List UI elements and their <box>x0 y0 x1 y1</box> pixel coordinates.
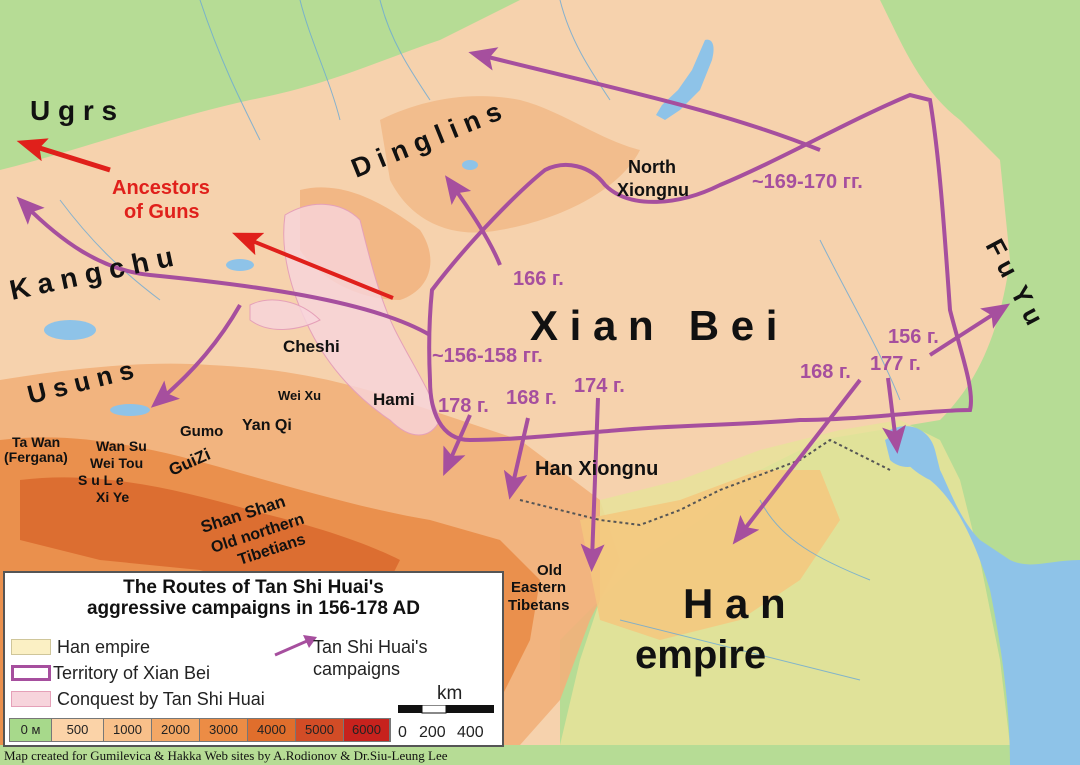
label-wei-tou: Wei Tou <box>90 455 143 471</box>
legend: The Routes of Tan Shi Huai's aggressive … <box>3 571 504 747</box>
label-ta-wan-2: (Fergana) <box>4 449 68 465</box>
label-old-eastern-2: Eastern <box>511 579 566 596</box>
label-hami: Hami <box>373 390 415 409</box>
legend-title: The Routes of Tan Shi Huai's aggressive … <box>5 577 502 619</box>
date-labels: 166 г. ~169-170 гг. ~156-158 гг. 178 г. … <box>432 171 939 417</box>
elevation-step-6: 5000 <box>296 719 344 741</box>
elevation-step-1: 500 <box>52 719 104 741</box>
legend-territory-swatch <box>11 665 51 681</box>
label-han-empire-2: empire <box>635 633 766 677</box>
legend-conquest-swatch <box>11 691 51 707</box>
legend-han-empire-swatch <box>11 639 51 655</box>
route-156 <box>928 303 1011 357</box>
legend-campaigns-label-2: campaigns <box>313 659 401 679</box>
label-xian-bei: X i a n B e i <box>530 302 777 349</box>
elevation-step-3: 2000 <box>152 719 200 741</box>
route-177 <box>882 377 906 454</box>
lake-baikal <box>656 39 714 120</box>
label-yan-qi: Yan Qi <box>242 417 292 434</box>
elevation-step-7: 6000 <box>344 719 390 741</box>
scale-unit: km <box>437 683 463 704</box>
route-north <box>468 47 821 152</box>
legend-title-line-1: The Routes of Tan Shi Huai's <box>123 577 384 598</box>
date-156: 156 г. <box>888 326 939 348</box>
elevation-step-4: 3000 <box>200 719 248 741</box>
lake-issyk <box>110 404 150 416</box>
rivers <box>59 0 901 681</box>
elevation-step-5: 4000 <box>248 719 296 741</box>
conquest-area-2 <box>249 299 321 330</box>
date-178: 178 г. <box>438 395 489 417</box>
label-ta-wan-1: Ta Wan <box>12 434 60 450</box>
route-168b <box>732 378 862 545</box>
route-dinglins <box>444 175 502 266</box>
label-north-xiongnu-1: North <box>628 157 676 177</box>
route-178 <box>443 414 472 476</box>
label-ancestors-1: Ancestors <box>112 177 210 199</box>
label-ugrs: U g r s <box>30 95 117 126</box>
scale-bar <box>398 705 494 714</box>
great-wall <box>519 438 891 527</box>
route-usuns <box>150 304 242 408</box>
scale-0: 0 <box>398 724 407 741</box>
legend-campaigns-label-1: Tan Shi Huai's <box>313 637 428 657</box>
xian-bei-territory <box>427 92 973 443</box>
date-174: 174 г. <box>574 375 625 397</box>
ancestors-arrow-1 <box>16 138 111 173</box>
legend-campaign-arrow-icon <box>274 635 317 657</box>
date-168a: 168 г. <box>506 387 557 409</box>
elevation-step-0: 0 м <box>10 719 52 741</box>
map-credit: Map created for Gumilevica & Hakka Web s… <box>4 748 448 763</box>
date-156-158: ~156-158 гг. <box>432 345 543 367</box>
yellow-sea <box>890 426 1080 765</box>
date-166: 166 г. <box>513 268 564 290</box>
legend-han-empire-label: Han empire <box>57 637 151 657</box>
han-loess <box>580 470 840 640</box>
scale-200: 200 <box>419 724 446 741</box>
label-gumo: Gumo <box>180 423 223 440</box>
date-177: 177 г. <box>870 353 921 375</box>
label-han-empire-1: H a n <box>683 580 786 627</box>
scale-400: 400 <box>457 724 484 741</box>
lake-mongolia <box>462 160 478 170</box>
tibet-high <box>20 477 400 600</box>
date-169-170: ~169-170 гг. <box>752 171 863 193</box>
label-han-xiongnu: Han Xiongnu <box>535 458 658 480</box>
legend-conquest-label: Conquest by Tan Shi Huai <box>57 689 265 709</box>
label-su-le: S u L e <box>78 472 124 488</box>
lake-balkhash <box>44 320 96 340</box>
label-cheshi: Cheshi <box>283 337 340 356</box>
date-168b: 168 г. <box>800 361 851 383</box>
route-174 <box>580 397 605 572</box>
label-old-eastern-1: Old <box>537 562 562 579</box>
legend-territory-label: Territory of Xian Bei <box>53 663 211 683</box>
legend-title-line-2: aggressive campaigns in 156-178 AD <box>86 598 420 619</box>
route-kangchu <box>16 196 432 337</box>
label-xi-ye: Xi Ye <box>96 489 129 505</box>
label-north-xiongnu-2: Xiongnu <box>617 180 689 200</box>
campaign-routes <box>16 47 1011 572</box>
elevation-scale: 0 м 500 1000 2000 3000 4000 5000 6000 <box>9 718 391 742</box>
elevation-step-2: 1000 <box>104 719 152 741</box>
label-wan-su: Wan Su <box>96 438 147 454</box>
label-ancestors-2: of Guns <box>124 201 200 223</box>
route-168a <box>503 417 530 500</box>
label-wei-xu: Wei Xu <box>278 388 321 403</box>
label-old-eastern-3: Tibetans <box>508 597 569 614</box>
ancestors-arrow-2 <box>232 232 394 300</box>
lake-zaysan <box>226 259 254 271</box>
